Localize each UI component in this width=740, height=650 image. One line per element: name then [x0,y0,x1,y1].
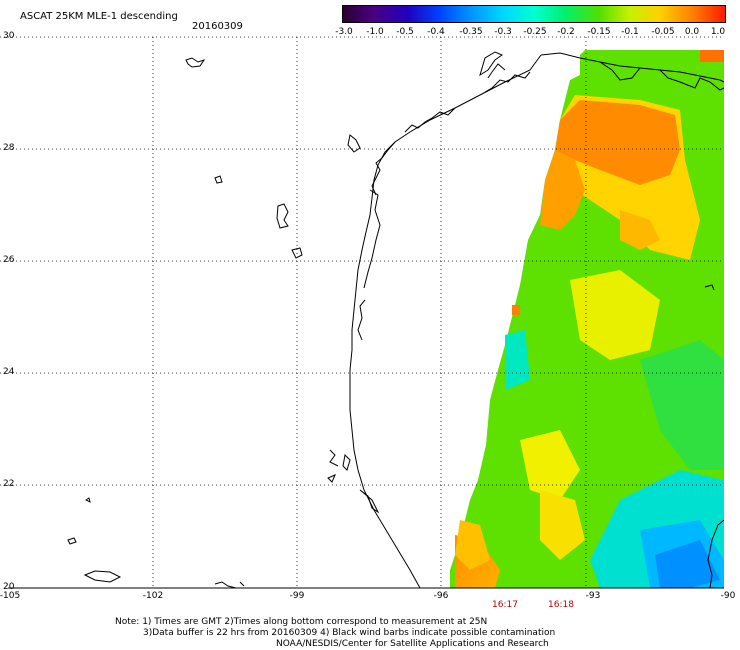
footnote-line-1: Note: 1) Times are GMT 2)Times along bot… [115,617,488,627]
colorbar-label: -0.05 [651,27,675,37]
colorbar-label: -3.0 [335,27,353,37]
lat-label-30: 30 [3,31,15,41]
pass-time: 16:17 [492,600,518,610]
coastline [327,51,725,589]
lon-label-90: -90 [720,591,736,601]
footnote-line-2: 3)Data buffer is 22 hrs from 20160309 4)… [143,628,556,638]
colorbar-label: -0.4 [427,27,445,37]
colorbar-label: -0.2 [557,27,575,37]
colorbar-label: 0.0 [684,27,700,37]
lat-label-26: 26 [3,255,15,265]
lat-label-24: 24 [3,367,15,377]
wind-speed-swath [450,50,724,588]
lat-label-28: 28 [3,143,15,153]
product-title: ASCAT 25KM MLE-1 descending [20,11,178,22]
lon-label-96: -96 [433,591,449,601]
colorbar-label: -0.15 [587,27,611,37]
lat-lon-gridlines [0,36,724,588]
colorbar-label: -1.0 [366,27,384,37]
pass-time: 16:18 [548,600,574,610]
lat-label-22: 22 [3,479,15,489]
lon-label-105: -105 [0,591,21,601]
colorbar-label: -0.35 [459,27,483,37]
colorbar-label: -0.1 [621,27,639,37]
lat-label-20: 20 [3,582,15,592]
colorbar-label: -0.25 [523,27,547,37]
lon-label-102: -102 [142,591,164,601]
product-date: 20160309 [192,21,243,32]
footnote-line-3: NOAA/NESDIS/Center for Satellite Applica… [276,639,549,649]
islands [67,57,715,589]
lon-label-99: -99 [289,591,305,601]
colorbar [342,5,726,23]
colorbar-label: 1.0 [710,27,726,37]
colorbar-label: -0.3 [494,27,512,37]
lon-label-93: -93 [585,591,601,601]
colorbar-label: -0.5 [396,27,414,37]
